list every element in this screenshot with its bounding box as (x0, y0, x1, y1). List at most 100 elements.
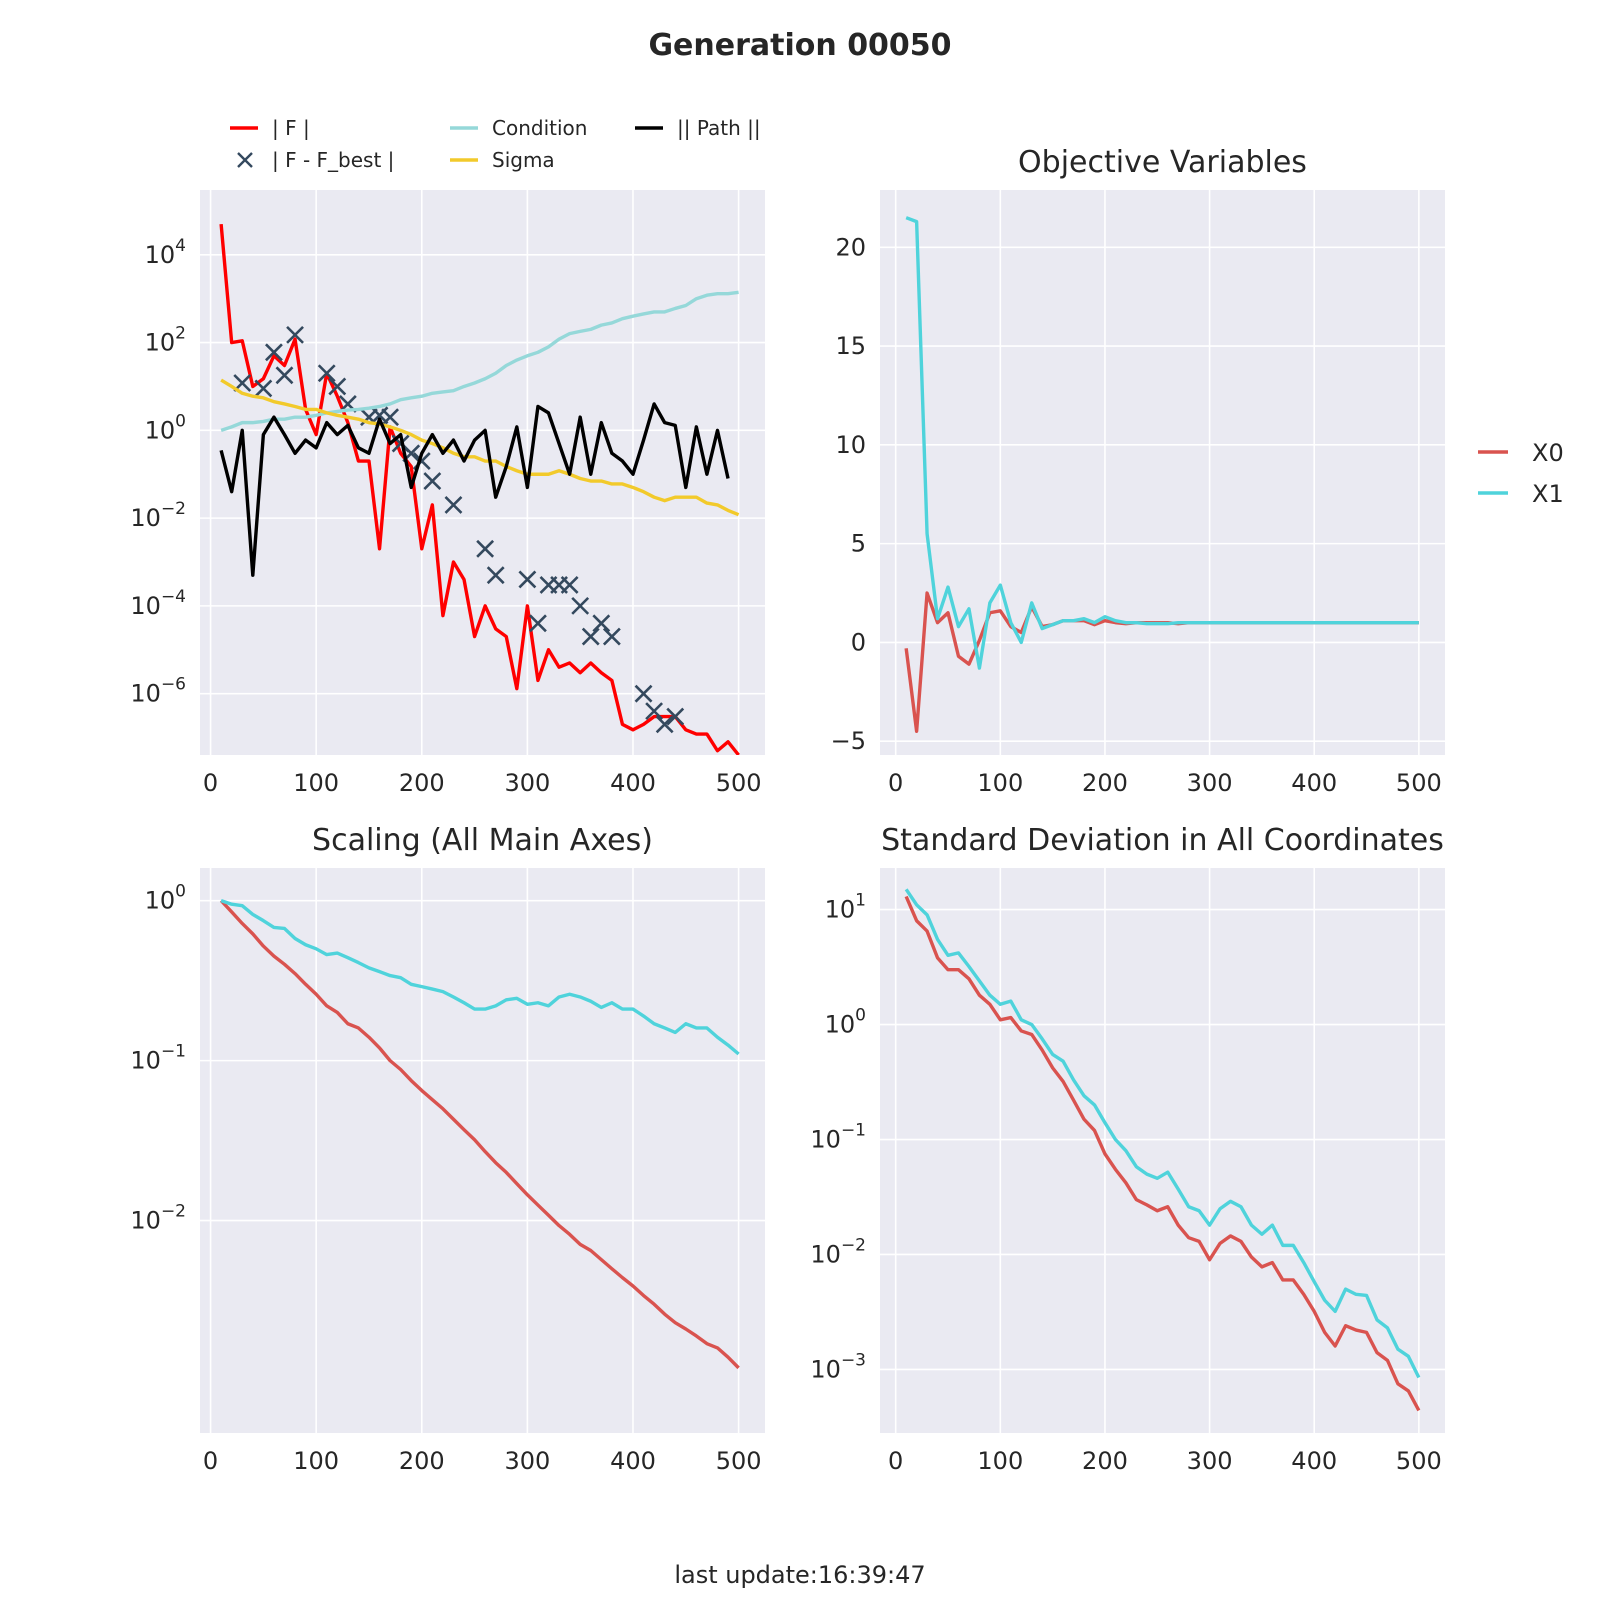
y-tick-label: 10−2 (810, 1235, 866, 1268)
legend-item: X1 (1478, 480, 1564, 508)
x-marker (444, 495, 463, 514)
legend-label: || Path || (677, 116, 761, 140)
y-tick-base: 10 (810, 1240, 841, 1268)
x-tick-label: 100 (977, 1447, 1023, 1475)
series-line-1-line (219, 899, 740, 1370)
legend-top: | F | | F - F_best | Condition Sigma || Path… (230, 116, 761, 172)
subplot-title: Objective Variables (1018, 145, 1307, 180)
x-marker (592, 614, 611, 633)
y-tick-label: 100 (825, 1006, 866, 1039)
data-layer (904, 216, 1419, 733)
series-f-f-best-markers (233, 325, 715, 776)
x-tick-label: 400 (1291, 1447, 1337, 1475)
y-tick-base: 10 (130, 1047, 161, 1075)
y-tick-exponent: 0 (175, 882, 186, 902)
y-tick-exponent: −1 (841, 1121, 866, 1141)
plot-area (880, 190, 1445, 755)
y-tick-label: 104 (145, 236, 186, 269)
y-tick-label: 10−1 (810, 1121, 866, 1154)
figure-title: Generation 00050 (648, 28, 951, 63)
y-tick-base: 10 (810, 1355, 841, 1383)
x-marker (486, 566, 505, 585)
y-tick-exponent: −2 (841, 1235, 866, 1255)
subplots: 0 100 200 300 400 50010−610−410−2100102104Obj… (130, 145, 1445, 1475)
legend-label: | F - F_best | (272, 148, 394, 172)
subplot-2: Objective Variables 0 100 200 300 400 500 −5 0 5 1… (831, 145, 1445, 797)
x-marker (265, 343, 283, 362)
y-tick-exponent: 0 (175, 411, 186, 431)
y-tick-base: 10 (145, 241, 176, 269)
x-tick-label: 500 (716, 1447, 762, 1475)
y-tick-exponent: −2 (161, 499, 186, 519)
x-tick-label: 300 (504, 769, 550, 797)
plot-area (880, 868, 1445, 1433)
y-tick-exponent: −2 (161, 1202, 186, 1222)
subplot-3: Scaling (All Main Axes)0 100 200 300 400 5001… (130, 823, 765, 1475)
x-tick-label: 100 (293, 769, 339, 797)
x-tick-label: 400 (610, 769, 656, 797)
data-layer (219, 899, 740, 1370)
y-tick-base: 10 (825, 1011, 856, 1039)
y-tick-label: 10−3 (810, 1350, 866, 1383)
y-tick-base: 10 (130, 592, 161, 620)
legend-label: X0 (1532, 439, 1564, 467)
y-tick-label: 10−2 (130, 1202, 186, 1235)
y-tick-exponent: 0 (855, 1006, 866, 1026)
legend-label: | F | (272, 116, 310, 140)
y-tick-base: 10 (145, 329, 176, 357)
x-tick-label: 0 (203, 1447, 218, 1475)
plot-area (200, 190, 765, 755)
y-tick-label: 100 (145, 882, 186, 915)
y-tick-exponent: 1 (855, 891, 866, 911)
x-marker (529, 614, 547, 633)
y-tick-label: 102 (145, 324, 186, 357)
x-tick-label: 400 (1291, 769, 1337, 797)
x-marker (254, 379, 273, 398)
x-marker (581, 627, 600, 646)
legend-label: Sigma (492, 148, 555, 172)
y-tick-label: −5 (831, 727, 866, 755)
legend-label: X1 (1532, 480, 1564, 508)
x-marker (678, 760, 694, 776)
y-tick-label: 10−4 (130, 587, 186, 620)
legend-item: || Path || (635, 116, 761, 140)
series-line-1-line (904, 895, 1421, 1412)
y-tick-label: 5 (851, 530, 866, 558)
legend-marker (237, 152, 253, 168)
y-tick-label: 101 (825, 891, 866, 924)
legend-item: Sigma (450, 148, 555, 172)
series-sigma-line (220, 378, 740, 517)
y-tick-label: 100 (145, 411, 186, 444)
x-marker (699, 760, 715, 776)
series-x1-line (905, 216, 1419, 670)
subplot-title: Scaling (All Main Axes) (312, 823, 653, 858)
x-tick-label: 500 (1396, 1447, 1442, 1475)
x-tick-label: 0 (888, 1447, 903, 1475)
x-marker (634, 684, 653, 703)
x-marker (317, 364, 336, 383)
x-marker (602, 627, 621, 646)
x-tick-label: 0 (888, 769, 903, 797)
legend-item: X0 (1478, 439, 1564, 467)
series-path-line (219, 402, 730, 577)
y-tick-base: 10 (130, 680, 161, 708)
x-tick-label: 300 (504, 1447, 550, 1475)
series-f-line (219, 223, 740, 755)
x-tick-label: 400 (610, 1447, 656, 1475)
x-tick-label: 200 (1082, 769, 1128, 797)
x-tick-label: 300 (1187, 1447, 1233, 1475)
x-marker (655, 715, 674, 734)
last-update-text: last update:16:39:47 (674, 1561, 925, 1589)
legend-item: Condition (450, 116, 587, 140)
y-tick-label: 20 (835, 233, 866, 261)
x-marker (286, 325, 304, 344)
x-tick-label: 100 (293, 1447, 339, 1475)
series-line-2-line (220, 899, 740, 1056)
x-marker (476, 539, 495, 558)
data-layer (904, 888, 1421, 1412)
x-marker (328, 377, 347, 396)
y-tick-exponent: −6 (161, 675, 186, 695)
